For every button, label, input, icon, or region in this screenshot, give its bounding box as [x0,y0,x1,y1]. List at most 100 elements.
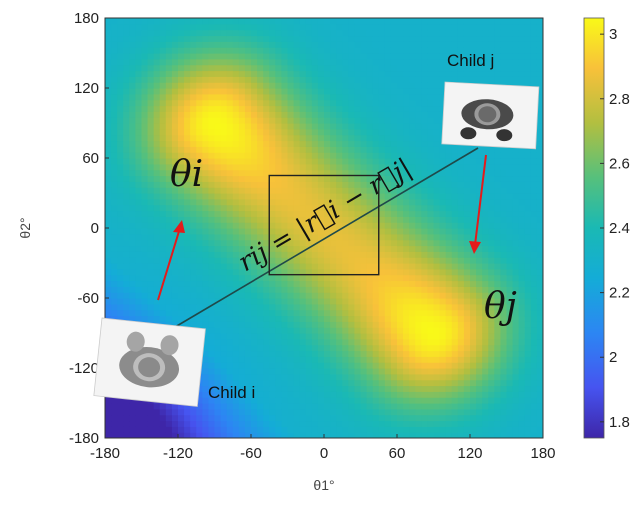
heatmap-cell [141,222,149,229]
heatmap-cell [324,280,331,287]
heatmap-cell [281,414,289,422]
heatmap-cell [390,251,398,258]
heatmap-cell [244,152,252,159]
heatmap-cell [506,58,514,66]
heatmap-cell [263,111,270,118]
heatmap-cell [348,426,356,433]
heatmap-cell [403,292,410,299]
heatmap-cell [257,414,264,422]
heatmap-cell [293,309,301,317]
heatmap-cell [421,286,429,293]
heatmap-cell [147,193,155,200]
heatmap-cell [336,298,343,305]
heatmap-cell [232,303,240,311]
heatmap-cell [488,29,495,37]
heatmap-cell [518,47,526,54]
heatmap-cell [153,298,161,305]
heatmap-cell [384,350,392,357]
heatmap-cell [178,29,185,37]
heatmap-cell [123,82,130,89]
heatmap-cell [281,134,289,142]
heatmap-cell [463,268,471,276]
heatmap-cell [324,321,331,328]
heatmap-cell [494,251,502,258]
heatmap-cell [287,64,295,72]
heatmap-cell [129,93,137,101]
heatmap-cell [421,274,429,282]
heatmap-cell [397,268,404,276]
heatmap-cell [397,222,404,229]
heatmap-cell [196,228,203,235]
heatmap-cell [105,303,112,311]
heatmap-cell [500,64,508,72]
heatmap-surface [105,18,543,438]
heatmap-cell [117,18,124,25]
heatmap-cell [506,263,514,270]
heatmap-cell [427,117,435,124]
heatmap-cell [153,123,161,130]
heatmap-cell [135,303,143,311]
heatmap-cell [190,169,197,177]
heatmap-cell [135,175,143,182]
heatmap-cell [354,187,362,194]
heatmap-cell [202,64,210,72]
heatmap-cell [311,327,319,334]
heatmap-cell [287,187,295,194]
heatmap-cell [153,204,161,212]
heatmap-cell [275,391,283,398]
heatmap-cell [348,385,356,392]
heatmap-cell [360,216,368,223]
heatmap-cell [311,117,319,124]
heatmap-cell [415,70,422,77]
heatmap-cell [251,181,258,188]
heatmap-cell [123,280,130,287]
heatmap-cell [494,373,502,381]
heatmap-cell [214,158,222,165]
heatmap-cell [117,216,124,223]
heatmap-cell [208,292,216,299]
heatmap-cell [263,239,270,247]
heatmap-cell [153,88,161,95]
heatmap-cell [482,397,489,404]
heatmap-cell [354,432,362,438]
heatmap-cell [482,70,489,77]
heatmap-cell [293,350,301,357]
heatmap-cell [293,286,301,293]
heatmap-cell [433,245,441,252]
heatmap-cell [415,117,422,124]
heatmap-cell [342,105,349,112]
heatmap-cell [439,76,447,83]
heatmap-cell [251,368,258,375]
heatmap-cell [184,128,191,136]
heatmap-cell [512,158,520,165]
heatmap-cell [433,368,441,375]
heatmap-cell [409,58,416,66]
heatmap-cell [360,274,368,282]
heatmap-cell [251,169,258,177]
heatmap-cell [354,169,362,177]
heatmap-cell [299,140,307,147]
heatmap-cell [500,58,508,66]
heatmap-cell [299,286,307,293]
heatmap-cell [311,309,319,317]
heatmap-cell [105,292,112,299]
heatmap-cell [214,18,222,25]
heatmap-cell [190,257,197,264]
heatmap-cell [470,403,477,410]
heatmap-cell [378,309,386,317]
heatmap-cell [196,204,203,212]
heatmap-cell [293,292,301,299]
heatmap-cell [202,408,210,416]
heatmap-cell [263,123,270,130]
heatmap-cell [208,228,216,235]
heatmap-cell [366,82,374,89]
heatmap-cell [165,239,173,247]
heatmap-cell [354,408,362,416]
heatmap-cell [178,64,185,72]
heatmap-cell [178,117,185,124]
heatmap-cell [433,414,441,422]
heatmap-cell [366,158,374,165]
heatmap-cell [324,187,331,194]
heatmap-cell [226,426,234,433]
heatmap-cell [354,117,362,124]
